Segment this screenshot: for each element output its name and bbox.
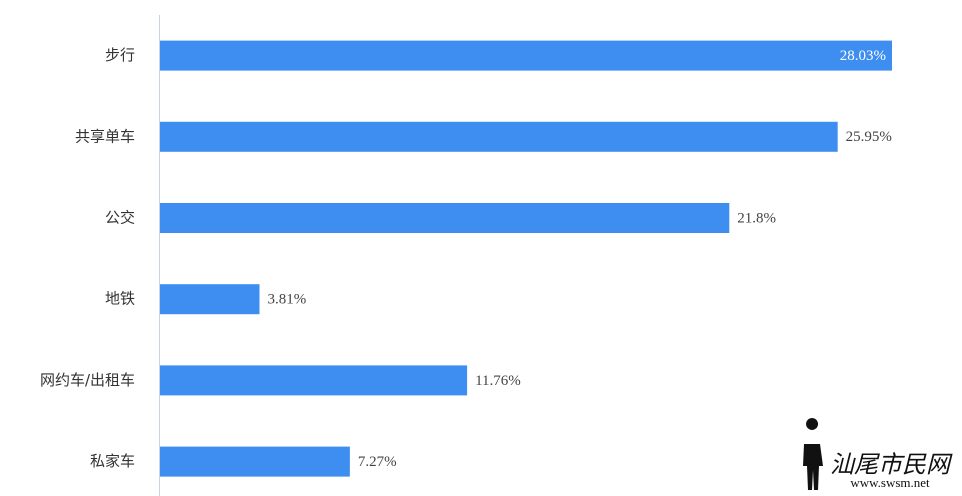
category-label: 公交 [105,209,135,227]
watermark-text: 汕尾市民网 [830,451,953,479]
category-label: 私家车 [90,452,135,470]
bar [160,284,260,315]
category-label: 共享单车 [75,127,135,145]
value-label: 7.27% [358,454,397,470]
watermark-url: www.swsm.net [850,475,930,490]
bar [160,365,468,396]
bar [160,121,838,152]
bar [160,40,892,71]
category-label: 网约车/出租车 [40,371,135,389]
value-label: 25.95% [846,129,892,145]
watermark: 汕尾市民网 www.swsm.net [803,418,953,490]
category-label: 地铁 [105,290,135,308]
value-label: 21.8% [737,210,776,226]
value-label: 28.03% [840,48,886,64]
watermark-icon [803,418,823,490]
bar [160,203,730,233]
value-label: 3.81% [267,292,306,308]
category-label: 步行 [105,46,135,64]
value-label: 11.76% [475,373,521,389]
bar [160,446,350,477]
